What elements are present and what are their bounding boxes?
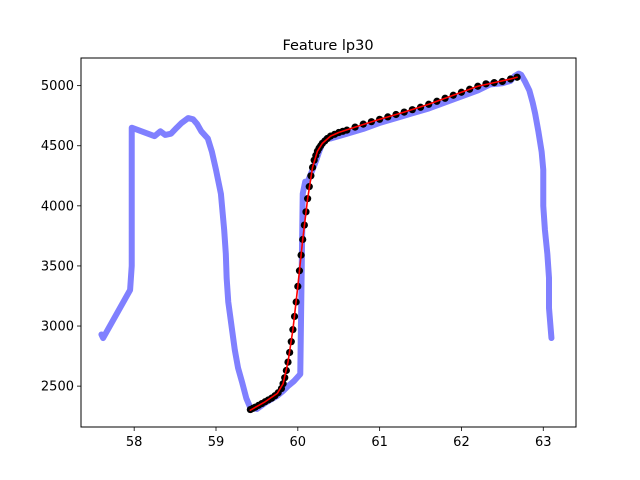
y-tick-label: 4000 [41, 199, 74, 214]
x-tick-label: 63 [535, 435, 552, 450]
y-tick-label: 2500 [41, 380, 74, 395]
y-axis: 2500 3000 3500 4000 4500 5000 [41, 79, 81, 395]
x-tick-label: 59 [208, 435, 225, 450]
y-tick-label: 4500 [41, 139, 74, 154]
y-tick-label: 3000 [41, 320, 74, 335]
trace-line [98, 70, 555, 412]
chart-title: Feature lp30 [282, 38, 373, 54]
plot-frame [80, 57, 577, 428]
x-tick-label: 60 [290, 435, 307, 450]
fit-line [249, 76, 518, 411]
y-tick-label: 3500 [41, 259, 74, 274]
series-layer [98, 70, 555, 414]
y-tick-label: 5000 [41, 79, 74, 94]
x-axis: 58 59 60 61 62 63 [126, 427, 552, 450]
x-tick-label: 58 [126, 435, 143, 450]
x-tick-label: 61 [371, 435, 388, 450]
x-tick-label: 62 [453, 435, 470, 450]
